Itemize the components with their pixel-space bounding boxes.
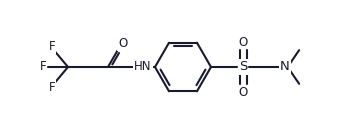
Text: F: F	[49, 81, 55, 94]
Text: O: O	[238, 36, 248, 49]
Text: N: N	[280, 61, 290, 74]
Text: O: O	[238, 86, 248, 99]
Text: HN: HN	[134, 61, 152, 74]
Text: S: S	[239, 61, 247, 74]
Text: F: F	[40, 61, 46, 74]
Text: F: F	[49, 40, 55, 53]
Text: O: O	[118, 38, 128, 50]
